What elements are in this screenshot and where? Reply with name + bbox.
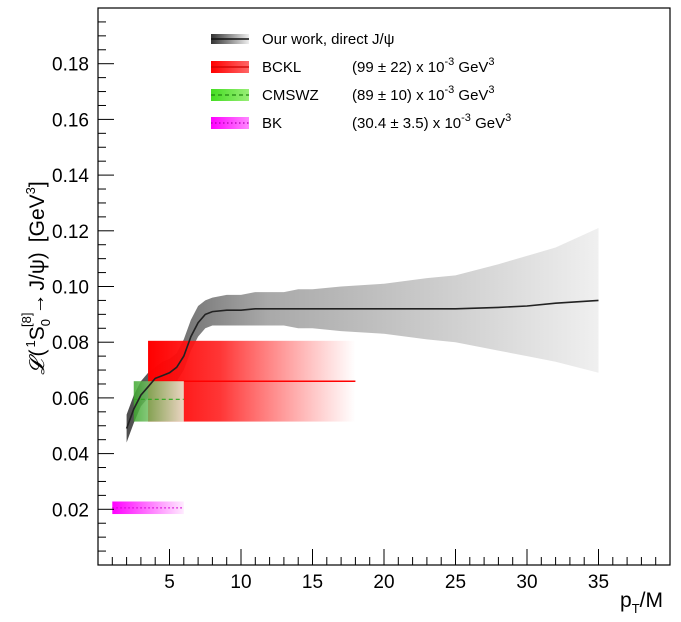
y-axis-title-state-sup: [8] bbox=[19, 313, 34, 327]
legend-label-bk: BK bbox=[262, 115, 282, 132]
legend-value-bckl-unit-exp: 3 bbox=[488, 56, 494, 68]
y-tick-label: 0.14 bbox=[52, 166, 89, 187]
band-our-work bbox=[126, 228, 599, 443]
band-bk bbox=[112, 501, 184, 515]
legend-value-bckl-text: (99 ± 22) x 10 bbox=[352, 59, 444, 76]
y-ticks bbox=[98, 21, 114, 552]
x-axis-title-main: p bbox=[620, 589, 632, 612]
x-axis-title: pT/M bbox=[620, 589, 663, 616]
legend-value-bckl-exp: -3 bbox=[444, 56, 454, 68]
x-tick-label: 5 bbox=[164, 572, 175, 593]
legend-value-cmswz-text: (89 ± 10) x 10 bbox=[352, 87, 444, 104]
x-tick-labels: 5 10 15 20 25 30 35 bbox=[164, 572, 609, 593]
x-axis-title-tail: /M bbox=[640, 589, 663, 612]
y-tick-label: 0.04 bbox=[52, 445, 89, 466]
legend-value-bk-unit-exp: 3 bbox=[505, 112, 511, 124]
x-tick-label: 15 bbox=[302, 572, 323, 593]
x-tick-label: 30 bbox=[516, 572, 537, 593]
bands-layer bbox=[112, 228, 599, 515]
x-tick-label: 10 bbox=[230, 572, 251, 593]
legend-value-bckl-unit: GeV bbox=[454, 59, 488, 76]
legend-item-bckl: BCKL (99 ± 22) x 10-3 GeV3 bbox=[211, 56, 495, 76]
legend-label-bckl: BCKL bbox=[262, 59, 301, 76]
legend-item-our-work: Our work, direct J/ψ bbox=[211, 31, 394, 48]
y-axis-title-units-close: ] bbox=[26, 181, 49, 187]
y-tick-label: 0.08 bbox=[52, 333, 89, 354]
legend-value-bk-text: (30.4 ± 3.5) x 10 bbox=[352, 115, 461, 132]
legend-label-cmswz: CMSWZ bbox=[262, 87, 319, 104]
line-our-work bbox=[125, 299, 599, 429]
band-cmswz bbox=[133, 381, 184, 422]
y-tick-label: 0.16 bbox=[52, 110, 89, 131]
legend-value-bk-exp: -3 bbox=[461, 112, 471, 124]
y-axis-title-state-pre: 1 bbox=[23, 340, 38, 347]
y-tick-label: 0.06 bbox=[52, 389, 89, 410]
y-axis-title-state-sub: 0 bbox=[38, 319, 53, 326]
y-tick-label: 0.18 bbox=[52, 55, 89, 76]
legend-value-cmswz: (89 ± 10) x 10-3 GeV3 bbox=[352, 84, 495, 104]
legend-value-bk: (30.4 ± 3.5) x 10-3 GeV3 bbox=[352, 112, 511, 132]
legend-swatch-bk bbox=[211, 117, 249, 129]
y-axis-title-arrow: → bbox=[26, 294, 49, 315]
x-tick-label: 25 bbox=[445, 572, 466, 593]
legend-value-cmswz-unit: GeV bbox=[454, 87, 488, 104]
y-axis-title-open: ( bbox=[26, 349, 49, 356]
x-tick-label: 35 bbox=[588, 572, 609, 593]
legend-item-cmswz: CMSWZ (89 ± 10) x 10-3 GeV3 bbox=[211, 84, 495, 104]
x-axis-title-sub: T bbox=[632, 601, 640, 616]
y-axis-title-units-open: [GeV bbox=[26, 194, 49, 242]
y-axis-title: 𝓛(1S0[8]→J/ψ)[GeV3] bbox=[19, 181, 53, 374]
y-tick-label: 0.10 bbox=[52, 278, 89, 299]
y-axis-title-final: J/ψ) bbox=[26, 252, 49, 290]
legend-value-bk-unit: GeV bbox=[471, 115, 505, 132]
y-axis-title-state-letter: S bbox=[26, 326, 49, 340]
svg-text:𝓛(1S0[8]→J/ψ)[GeV3]: 𝓛(1S0[8]→J/ψ)[GeV3] bbox=[19, 181, 53, 374]
y-tick-labels: 0.02 0.04 0.06 0.08 0.10 0.12 0.14 0.16 0.18 bbox=[52, 55, 89, 522]
x-tick-label: 20 bbox=[373, 572, 394, 593]
legend-label-our-work: Our work, direct J/ψ bbox=[262, 31, 394, 48]
y-tick-label: 0.12 bbox=[52, 222, 89, 243]
x-ticks bbox=[111, 549, 657, 565]
legend: Our work, direct J/ψ BCKL (99 ± 22) x 10… bbox=[211, 31, 511, 132]
legend-value-cmswz-exp: -3 bbox=[444, 84, 454, 96]
y-tick-label: 0.02 bbox=[52, 500, 89, 521]
legend-item-bk: BK (30.4 ± 3.5) x 10-3 GeV3 bbox=[211, 112, 511, 132]
y-axis-title-units-exp: 3 bbox=[23, 187, 38, 194]
legend-value-bckl: (99 ± 22) x 10-3 GeV3 bbox=[352, 56, 495, 76]
legend-value-cmswz-unit-exp: 3 bbox=[488, 84, 494, 96]
legend-swatch-cmswz bbox=[211, 89, 249, 101]
